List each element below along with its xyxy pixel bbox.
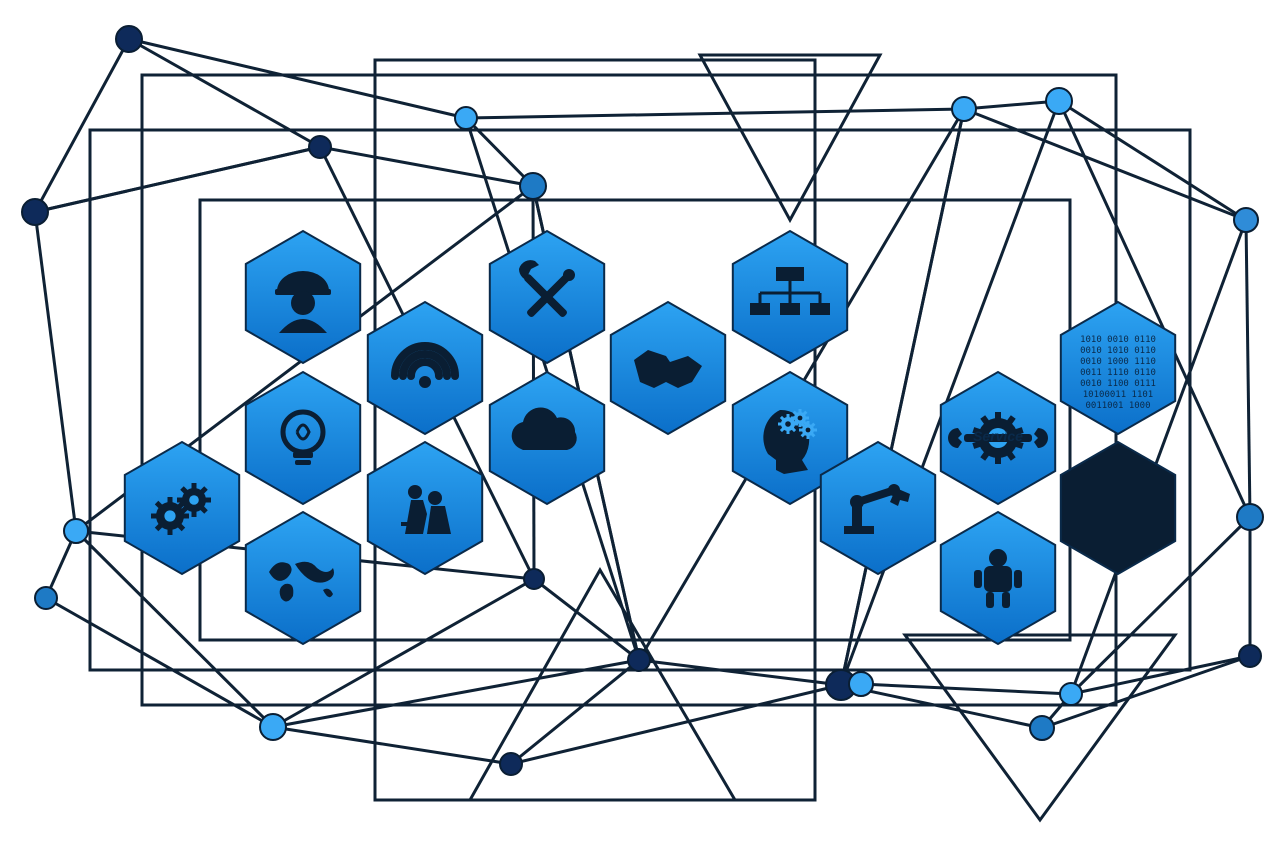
frame-triangle bbox=[700, 55, 880, 220]
network-node bbox=[116, 26, 142, 52]
network-edge bbox=[129, 39, 466, 118]
network-edge bbox=[273, 727, 511, 764]
binary-text: 1010 0010 0110 bbox=[1080, 335, 1156, 345]
hex-orgchart bbox=[733, 231, 847, 363]
binary-text: 0010 1100 0111 bbox=[1080, 379, 1156, 389]
hex-worldmap bbox=[246, 512, 360, 644]
hex-worker bbox=[246, 231, 360, 363]
network-edge bbox=[639, 660, 841, 685]
network-node bbox=[849, 672, 873, 696]
network-node bbox=[1237, 504, 1263, 530]
binary-text: 10100011 1101 bbox=[1083, 390, 1153, 400]
binary-text: 0011001 1000 bbox=[1085, 401, 1150, 411]
hex-people bbox=[368, 442, 482, 574]
hex-cloud bbox=[490, 372, 604, 504]
network-node bbox=[309, 136, 331, 158]
service-label: Service bbox=[973, 428, 1023, 444]
network-edge bbox=[1246, 220, 1250, 517]
hex-bulb bbox=[246, 372, 360, 504]
network-node bbox=[22, 199, 48, 225]
hex-binary: 1010 0010 01100010 1010 01100010 1000 11… bbox=[1061, 302, 1175, 434]
network-node bbox=[35, 587, 57, 609]
network-edge bbox=[35, 39, 129, 212]
network-node bbox=[524, 569, 544, 589]
diagram-canvas: 1010 0010 01100010 1010 01100010 1000 11… bbox=[0, 0, 1280, 853]
hex-service: Service bbox=[941, 372, 1055, 504]
network-edge bbox=[46, 598, 273, 727]
binary-text: 0010 1000 1110 bbox=[1080, 357, 1156, 367]
network-node bbox=[1060, 683, 1082, 705]
network-node bbox=[1239, 645, 1261, 667]
binary-text: 0010 1010 0110 bbox=[1080, 346, 1156, 356]
network-node bbox=[628, 649, 650, 671]
network-node bbox=[1234, 208, 1258, 232]
network-edge bbox=[964, 101, 1059, 109]
network-node bbox=[1030, 716, 1054, 740]
hex-handshake bbox=[611, 302, 725, 434]
network-edge bbox=[466, 109, 964, 118]
binary-icon: 1010 0010 01100010 1010 01100010 1000 11… bbox=[1080, 335, 1156, 411]
network-edge bbox=[861, 684, 1071, 694]
network-node bbox=[64, 519, 88, 543]
network-node bbox=[500, 753, 522, 775]
network-node bbox=[260, 714, 286, 740]
network-edge bbox=[35, 147, 320, 212]
hex-wifi bbox=[368, 302, 482, 434]
network-node bbox=[520, 173, 546, 199]
network-node bbox=[1046, 88, 1072, 114]
network-node bbox=[455, 107, 477, 129]
network-node bbox=[952, 97, 976, 121]
hex-robot bbox=[941, 512, 1055, 644]
network-edge bbox=[35, 212, 76, 531]
binary-text: 0011 1110 0110 bbox=[1080, 368, 1156, 378]
